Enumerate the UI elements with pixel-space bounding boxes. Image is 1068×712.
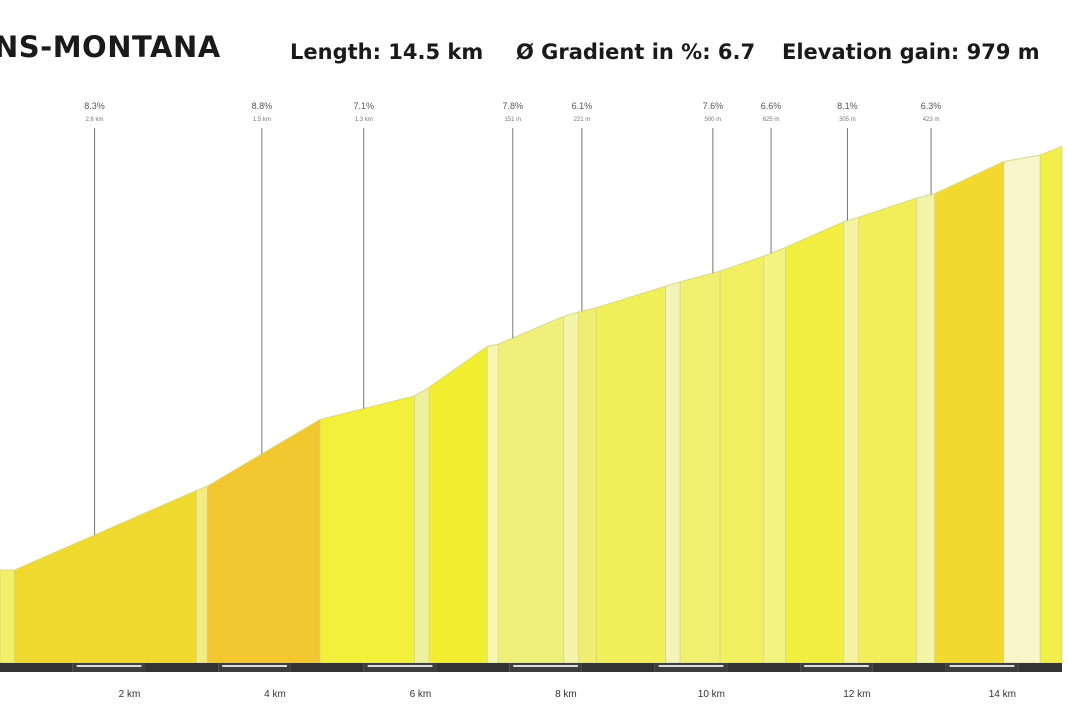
- profile-outline: [0, 145, 1063, 571]
- profile-segment: [596, 285, 666, 664]
- km-band: [290, 663, 364, 672]
- profile-segment: [428, 345, 488, 664]
- segment-gradient-label: 8.1%: [837, 101, 858, 111]
- segment-distance-label: 423 m: [923, 117, 940, 123]
- profile-segment: [0, 569, 15, 664]
- profile-segment: [679, 270, 721, 664]
- segment-distance-label: 1.5 km: [253, 117, 271, 123]
- km-band: [436, 663, 510, 672]
- x-tick-label: 10 km: [698, 689, 725, 700]
- km-band: [145, 663, 219, 672]
- profile-segment: [414, 386, 430, 664]
- segment-gradient-label: 7.6%: [703, 101, 724, 111]
- km-band: [72, 663, 146, 672]
- segment-gradient-label: 6.1%: [572, 101, 593, 111]
- segment-distance-label: 221 m: [574, 117, 591, 123]
- gradient-stat: Ø Gradient in %: 6.7: [516, 40, 756, 64]
- segment-gradient-label: 6.6%: [761, 101, 782, 111]
- x-tick-label: 2 km: [119, 689, 141, 700]
- km-band: [800, 663, 873, 672]
- segment-gradient-label: 6.3%: [921, 101, 942, 111]
- km-band: [218, 663, 291, 672]
- segment-distance-label: 500 m: [705, 117, 722, 123]
- km-band: [1018, 663, 1062, 672]
- x-tick-label: 14 km: [989, 689, 1016, 700]
- chart-header: NS-MONTANA Length: 14.5 km Ø Gradient in…: [0, 30, 1068, 74]
- profile-segment: [843, 216, 859, 664]
- segment-gradient-label: 7.1%: [353, 101, 374, 111]
- x-tick-label: 8 km: [555, 689, 577, 700]
- profile-segment: [563, 311, 579, 664]
- profile-segment: [719, 255, 765, 664]
- segment-distance-label: 625 m: [763, 117, 780, 123]
- profile-segment: [763, 247, 786, 664]
- climb-title: NS-MONTANA: [0, 30, 221, 64]
- profile-segment: [785, 221, 845, 664]
- elevation-stat: Elevation gain: 979 m: [782, 40, 1040, 64]
- profile-segment: [319, 395, 415, 664]
- x-tick-label: 4 km: [264, 689, 286, 700]
- profile-segment: [665, 281, 681, 664]
- segment-distance-label: 1.3 km: [355, 117, 373, 123]
- profile-segment: [196, 485, 208, 664]
- profile-segment: [1003, 154, 1041, 664]
- segment-distance-label: 305 m: [839, 117, 856, 123]
- profile-segment: [14, 489, 197, 664]
- profile-segment: [1039, 146, 1063, 664]
- profile-segment: [207, 418, 321, 664]
- x-tick-label: 6 km: [410, 689, 432, 700]
- profile-segment: [497, 315, 565, 664]
- segment-gradient-label: 7.8%: [503, 101, 524, 111]
- km-band: [581, 663, 655, 672]
- km-band: [872, 663, 946, 672]
- profile-segment: [577, 307, 597, 664]
- segment-distance-label: 151 m: [504, 117, 521, 123]
- profile-segment: [858, 197, 917, 664]
- x-tick-label: 12 km: [843, 689, 870, 700]
- profile-segment: [487, 343, 499, 664]
- segment-gradient-label: 8.3%: [84, 101, 105, 111]
- km-band: [363, 663, 437, 672]
- km-band: [509, 663, 582, 672]
- km-band: [654, 663, 728, 672]
- km-band: [727, 663, 801, 672]
- profile-segment: [934, 161, 1005, 664]
- segment-gradient-label: 8.8%: [252, 101, 273, 111]
- km-band: [0, 663, 73, 672]
- profile-segment: [916, 193, 936, 664]
- length-stat: Length: 14.5 km: [290, 40, 484, 64]
- km-band: [945, 663, 1019, 672]
- segment-distance-label: 2.6 km: [86, 117, 104, 123]
